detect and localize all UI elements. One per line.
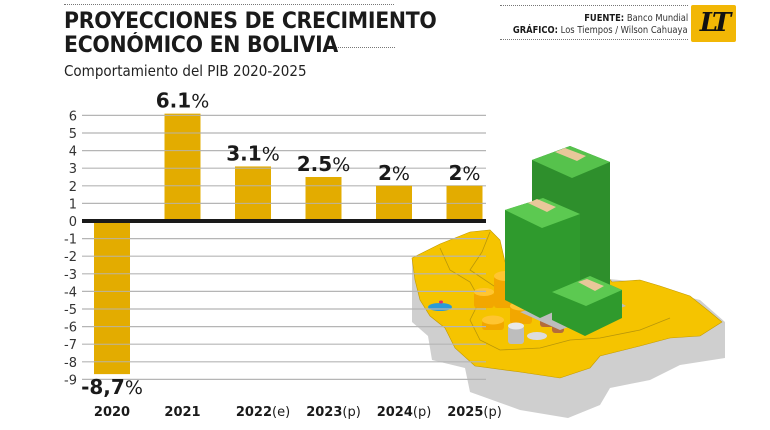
y-tick-label: -4 [64,285,77,300]
x-tick-labels: 2020 2021 2022(e) 2023(p) 2024(p) 2025(p) [94,405,502,420]
logo-text: LT [699,8,732,38]
credit-top-rule [500,5,688,6]
page-title-line-2: ECONÓMICO EN BOLIVIA [64,33,338,58]
page-subtitle: Comportamiento del PIB 2020-2025 [64,62,307,80]
data-label-percent: % [191,91,209,113]
data-label-value: -8,7 [81,375,125,399]
x-tick-label: 2025(p) [447,405,502,420]
page-title-line-1: PROYECCIONES DE CRECIMIENTO [64,9,437,34]
gridlines [82,114,486,380]
title-side-rule [335,47,395,48]
y-tick-label: -9 [64,373,77,388]
y-tick-label: 4 [69,145,77,160]
x-tick-label: 2022(e) [236,405,290,420]
data-label-value: 2 [378,161,392,185]
x-tick-suffix: (p) [342,405,360,420]
data-labels: -8,7%6.1%3.1% 2.5% 2% 2% [81,89,480,399]
x-tick-suffix: (p) [483,405,501,420]
y-tick-label: -5 [64,303,77,318]
y-tick-label: 3 [69,162,77,177]
credit-bottom-rule [500,39,688,40]
graphic-value: Los Tiempos / Wilson Cahuaya [561,25,688,36]
x-tick-year: 2021 [164,405,200,420]
los-tiempos-logo: LT [691,5,736,42]
x-tick-year: 2024 [377,405,413,420]
y-tick-label: 6 [69,109,77,124]
y-tick-label: -1 [64,233,77,248]
money-stack-right-top [552,276,622,306]
silver-coin-top [508,322,524,330]
coin-stack [474,292,494,308]
y-tick-labels: 6 5 4 3 2 1 0 -1 -2 -3 -4 -5 -6 -7 -8 -9 [64,109,77,388]
silver-coin [527,332,547,340]
x-tick-label: 2020 [94,405,130,420]
y-tick-label: 5 [69,127,77,142]
silver-coin-stack [508,326,524,344]
x-tick-year: 2022 [236,405,272,420]
money-stacks-illustration [505,146,626,336]
bar-2023 [305,177,342,221]
graphic-label: GRÁFICO: [513,25,559,36]
x-tick-year: 2020 [94,405,130,420]
money-stack-back-top [532,146,610,178]
y-tick-label: -2 [64,250,77,265]
bar-2022 [235,166,271,221]
data-label: 2% [378,161,410,185]
money-stack-front-top [505,198,580,228]
data-label-percent: % [262,143,280,165]
title-top-rule [64,4,394,5]
data-label-percent: % [392,163,410,185]
money-band [555,148,586,161]
x-tick-label: 2024(p) [377,405,432,420]
x-tick-year: 2025 [447,405,483,420]
bars [94,113,483,375]
y-tick-label: 1 [69,197,77,212]
money-stack-front [505,198,580,318]
data-label: -8,7% [81,375,143,399]
y-tick-label: -6 [64,321,77,336]
x-tick-suffix: (e) [272,405,290,420]
x-tick-suffix: (p) [413,405,431,420]
data-label-value: 6.1 [156,89,191,113]
bar-2021 [164,113,201,221]
graphic-credit: GRÁFICO: Los Tiempos / Wilson Cahuaya [513,25,688,36]
money-band [528,199,556,212]
data-label: 6.1% [156,89,210,113]
data-label-value: 2 [449,161,463,185]
source-credit: FUENTE: Banco Mundial [584,13,688,24]
money-band [578,279,604,291]
data-label-value: 3.1 [226,141,261,165]
y-tick-label: -8 [64,356,77,371]
bar-2020 [94,221,130,375]
data-label-percent: % [125,377,143,399]
y-tick-label: -3 [64,268,77,283]
x-tick-label: 2023(p) [306,405,361,420]
source-value: Banco Mundial [626,13,688,24]
data-label-percent: % [332,154,350,176]
lake-titicaca [428,303,452,311]
y-tick-label: -7 [64,338,77,353]
coin-top [482,315,504,325]
source-label: FUENTE: [583,13,624,24]
y-tick-label: 0 [69,215,77,230]
data-label: 3.1% [226,141,280,165]
x-tick-label: 2021 [164,405,200,420]
map-border-lines [439,247,671,351]
y-tick-label: 2 [69,180,77,195]
lake-marker [439,300,443,304]
data-label-value: 2.5 [297,152,332,176]
data-label: 2% [449,161,481,185]
data-label-percent: % [462,163,480,185]
data-label: 2.5% [297,152,351,176]
x-tick-year: 2023 [306,405,342,420]
